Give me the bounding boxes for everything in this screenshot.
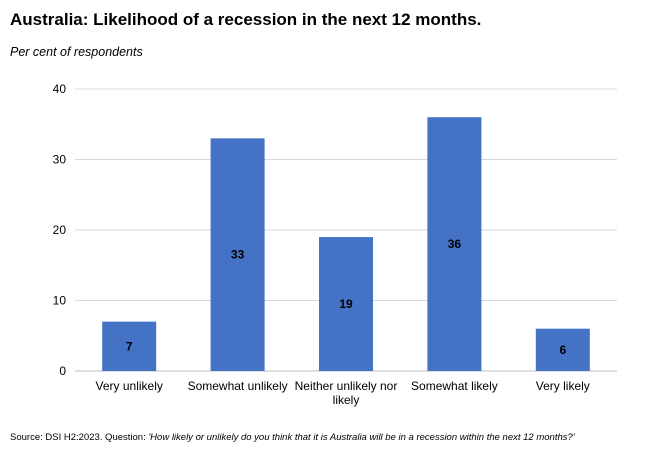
y-tick-labels: 0 10 20 30 40 — [53, 82, 67, 378]
y-tick-label: 40 — [53, 82, 67, 96]
data-label: 6 — [559, 343, 566, 357]
data-label: 33 — [231, 248, 245, 262]
x-tick-label: Neither unlikely nor — [295, 379, 398, 393]
chart-title: Australia: Likelihood of a recession in … — [10, 10, 482, 29]
source-prefix: Source: DSI H2:2023. Question: — [10, 432, 149, 443]
x-tick-label: likely — [333, 393, 360, 407]
x-tick-label: Somewhat unlikely — [188, 379, 288, 393]
x-tick-label: Very unlikely — [96, 379, 163, 393]
source-note: Source: DSI H2:2023. Question: 'How like… — [10, 432, 575, 443]
y-tick-label: 10 — [53, 294, 67, 308]
bar — [210, 138, 265, 371]
data-label: 7 — [126, 339, 133, 353]
x-tick-label: Very likely — [536, 379, 590, 393]
bar — [427, 117, 482, 371]
data-label: 19 — [339, 297, 353, 311]
chart-subtitle: Per cent of respondents — [10, 45, 143, 59]
x-tick-label: Somewhat likely — [411, 379, 498, 393]
bar — [319, 237, 373, 371]
data-labels: 7 33 19 36 6 — [126, 237, 567, 357]
y-tick-label: 20 — [53, 223, 67, 237]
bar — [535, 328, 590, 371]
y-tick-label: 30 — [53, 153, 67, 167]
x-tick-labels: Very unlikely Somewhat unlikely Neither un… — [96, 379, 590, 407]
bars — [102, 117, 590, 371]
source-question: 'How likely or unlikely do you think tha… — [148, 432, 575, 443]
y-tick-label: 0 — [59, 364, 66, 378]
data-label: 36 — [448, 237, 462, 251]
bar — [102, 321, 157, 371]
